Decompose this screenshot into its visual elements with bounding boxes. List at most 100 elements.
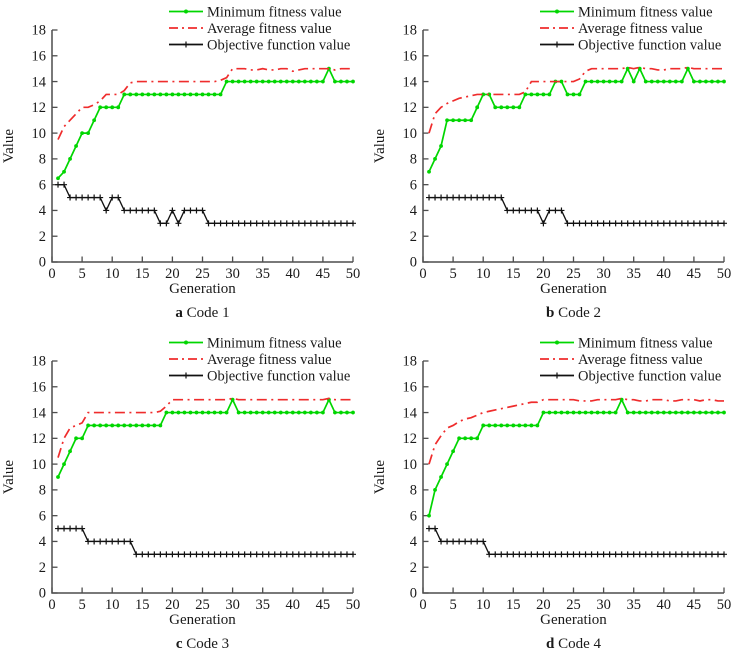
dot-marker	[698, 79, 702, 84]
dot-marker	[224, 79, 229, 84]
plus-marker	[582, 220, 589, 227]
y-tick-label: 18	[403, 23, 418, 39]
plus-marker	[678, 220, 685, 227]
dot-marker	[571, 410, 576, 415]
dot-marker	[302, 79, 307, 84]
plus-marker	[522, 551, 529, 558]
plus-marker	[235, 551, 242, 558]
x-tick-label: 45	[316, 597, 331, 613]
plus-marker	[241, 220, 248, 227]
plus-marker	[343, 551, 350, 558]
plus-marker	[289, 551, 296, 558]
y-tick-label: 6	[39, 177, 46, 193]
dot-marker	[98, 105, 103, 110]
plus-marker	[169, 207, 176, 214]
plus-marker	[522, 207, 529, 214]
plus-marker	[295, 551, 302, 558]
plus-marker	[97, 194, 104, 201]
dot-marker	[314, 79, 319, 84]
x-tick-label: 5	[449, 597, 456, 613]
dot-marker	[152, 423, 157, 428]
dot-marker	[649, 79, 654, 84]
plus-marker	[462, 194, 469, 201]
plus-marker	[564, 220, 571, 227]
y-tick-label: 8	[39, 483, 46, 499]
dot-marker	[493, 105, 498, 110]
x-tick-label: 5	[449, 266, 456, 282]
dot-marker	[236, 410, 241, 415]
dot-marker	[439, 144, 443, 148]
plus-marker	[654, 220, 661, 227]
dot-marker	[595, 410, 600, 415]
plus-marker	[175, 551, 182, 558]
dot-marker	[302, 410, 307, 415]
plus-marker	[133, 207, 140, 214]
plus-marker	[277, 220, 284, 227]
dot-marker	[296, 79, 301, 84]
dot-marker	[547, 410, 552, 415]
plus-marker	[109, 194, 116, 201]
dot-marker	[487, 92, 492, 97]
plus-marker	[558, 551, 565, 558]
plus-marker	[492, 194, 499, 201]
y-tick-label: 0	[410, 255, 417, 271]
dot-marker	[260, 79, 265, 84]
plus-marker	[510, 551, 517, 558]
plus-marker	[690, 220, 697, 227]
dot-marker	[457, 436, 462, 441]
plus-marker	[253, 551, 260, 558]
y-tick-label: 6	[410, 508, 417, 524]
dot-marker	[679, 410, 684, 415]
dot-marker	[116, 105, 121, 110]
y-tick-label: 0	[410, 586, 417, 602]
plus-marker	[456, 194, 463, 201]
plus-marker	[259, 220, 266, 227]
dot-marker	[469, 436, 474, 441]
dot-marker	[493, 423, 498, 428]
panel-caption-text: Code 2	[554, 305, 601, 321]
dot-marker	[601, 79, 606, 84]
plus-marker	[73, 525, 80, 532]
dot-marker	[625, 66, 630, 71]
panel-letter: d	[546, 636, 555, 652]
dot-marker	[445, 118, 449, 123]
avg-series-line	[57, 397, 353, 458]
dot-marker	[595, 79, 600, 84]
dot-marker	[230, 79, 235, 84]
x-tick-label: 50	[346, 597, 361, 613]
y-tick-label: 4	[410, 203, 418, 219]
plus-marker	[672, 220, 679, 227]
y-tick-label: 0	[39, 586, 46, 602]
plus-marker	[618, 220, 625, 227]
plus-marker	[157, 551, 164, 558]
obj-markers	[55, 181, 356, 227]
dot-marker	[451, 118, 455, 123]
plus-marker	[486, 551, 493, 558]
dot-marker	[206, 92, 211, 97]
plus-marker	[468, 194, 475, 201]
plus-marker	[229, 220, 236, 227]
dot-marker	[339, 410, 343, 415]
dot-marker	[692, 410, 696, 415]
dot-marker	[722, 79, 726, 84]
dot-marker	[290, 79, 295, 84]
plus-marker	[606, 220, 613, 227]
dot-marker	[278, 79, 283, 84]
dot-marker	[86, 423, 91, 428]
plus-marker	[313, 220, 320, 227]
dot-marker	[254, 79, 259, 84]
x-tick-label: 35	[626, 597, 641, 613]
min-markers	[56, 66, 355, 181]
plus-marker	[211, 220, 218, 227]
plus-marker	[350, 220, 356, 227]
dot-marker	[523, 423, 528, 428]
x-tick-label: 30	[596, 597, 611, 613]
min-series-line	[57, 397, 353, 478]
plus-marker	[654, 551, 661, 558]
dot-marker	[589, 79, 594, 84]
plus-marker	[121, 207, 128, 214]
plus-marker	[474, 538, 481, 545]
plus-marker	[702, 551, 709, 558]
